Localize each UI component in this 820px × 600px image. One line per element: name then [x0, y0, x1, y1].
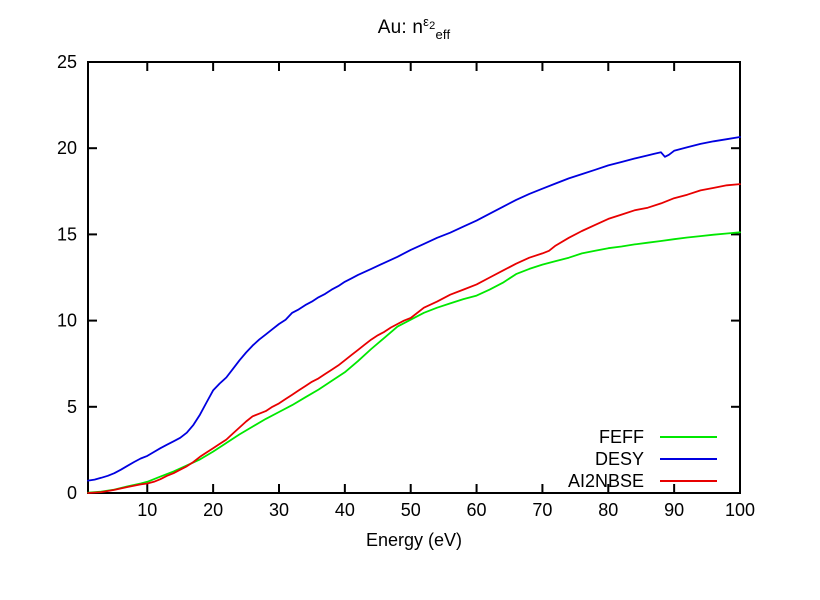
- y-tick-label: 20: [57, 138, 77, 158]
- x-tick-label: 90: [664, 500, 684, 520]
- series-line-ai2nbse: [87, 183, 741, 494]
- x-tick-label: 100: [725, 500, 755, 520]
- chart-title: Au: nε2eff: [8, 14, 820, 42]
- x-tick-label: 30: [269, 500, 289, 520]
- x-tick-label: 60: [467, 500, 487, 520]
- legend-entry-label: DESY: [595, 449, 644, 469]
- y-tick-label: 25: [57, 52, 77, 72]
- x-tick-label: 50: [401, 500, 421, 520]
- x-tick-label: 70: [532, 500, 552, 520]
- title-superscript: ε2: [423, 14, 436, 32]
- title-prefix: Au: n: [377, 17, 424, 38]
- y-tick-label: 5: [67, 397, 77, 417]
- axis-ticks: [88, 61, 741, 494]
- legend-entry-label: FEFF: [599, 427, 644, 447]
- x-tick-label: 20: [203, 500, 223, 520]
- series-line-desy: [87, 136, 741, 482]
- x-tick-label: 10: [137, 500, 157, 520]
- x-axis-label: Energy (eV): [365, 530, 463, 550]
- plot-border: [87, 61, 741, 494]
- legend-entry-label: AI2NBSE: [568, 471, 644, 491]
- title-subscript: eff: [435, 27, 451, 42]
- data-curves: [87, 136, 741, 494]
- x-tick-label: 80: [598, 500, 618, 520]
- x-tick-label: 40: [335, 500, 355, 520]
- y-tick-label: 0: [67, 483, 77, 503]
- tick-labels: 10 20 30 40 50 60 70 80 90 100 0 5 10 15 20 25: [57, 52, 755, 520]
- y-tick-label: 10: [57, 311, 77, 331]
- y-tick-label: 15: [57, 224, 77, 244]
